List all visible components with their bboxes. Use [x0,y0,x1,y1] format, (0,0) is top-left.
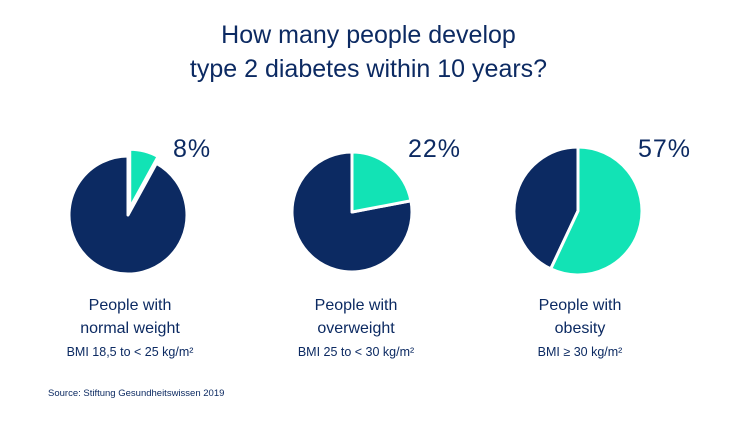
group-label-line-1: People with [314,297,398,314]
group-label-line-2: normal weight [80,320,180,337]
chart-title: How many people develop type 2 diabetes … [0,18,737,86]
bmi-label-normal-weight: BMI 18,5 to < 25 kg/m² [66,345,194,359]
group-label-line-2: overweight [317,320,395,337]
percent-label-normal-weight: 8% [173,135,212,163]
pie-slice-diabetes [128,147,160,210]
group-label-line-1: People with [538,297,622,314]
bmi-label-obesity: BMI ≥ 30 kg/m² [537,345,623,359]
group-label-line-2: obesity [554,320,606,337]
source-note: Source: Stiftung Gesundheitswissen 2019 [48,388,225,399]
percent-label-obesity: 57% [638,135,692,163]
pie-slice-rest [67,154,189,276]
percent-label-overweight: 22% [408,135,462,163]
pie-slice-diabetes [549,145,644,277]
pie-chart-overweight [290,150,414,274]
pie-slice-rest [290,150,414,274]
title-line-2: type 2 diabetes within 10 years? [189,55,548,83]
pie-chart-obesity [512,145,644,277]
group-label-normal-weight: People with normal weight [30,294,230,340]
group-label-obesity: People with obesity [480,294,680,340]
title-line-1: How many people develop [221,21,516,49]
group-label-line-1: People with [88,297,172,314]
pie-slice-diabetes [350,150,413,214]
pie-chart-normal-weight [67,147,189,276]
bmi-label-overweight: BMI 25 to < 30 kg/m² [297,345,415,359]
pie-slice-rest [512,145,580,271]
group-label-overweight: People with overweight [256,294,456,340]
